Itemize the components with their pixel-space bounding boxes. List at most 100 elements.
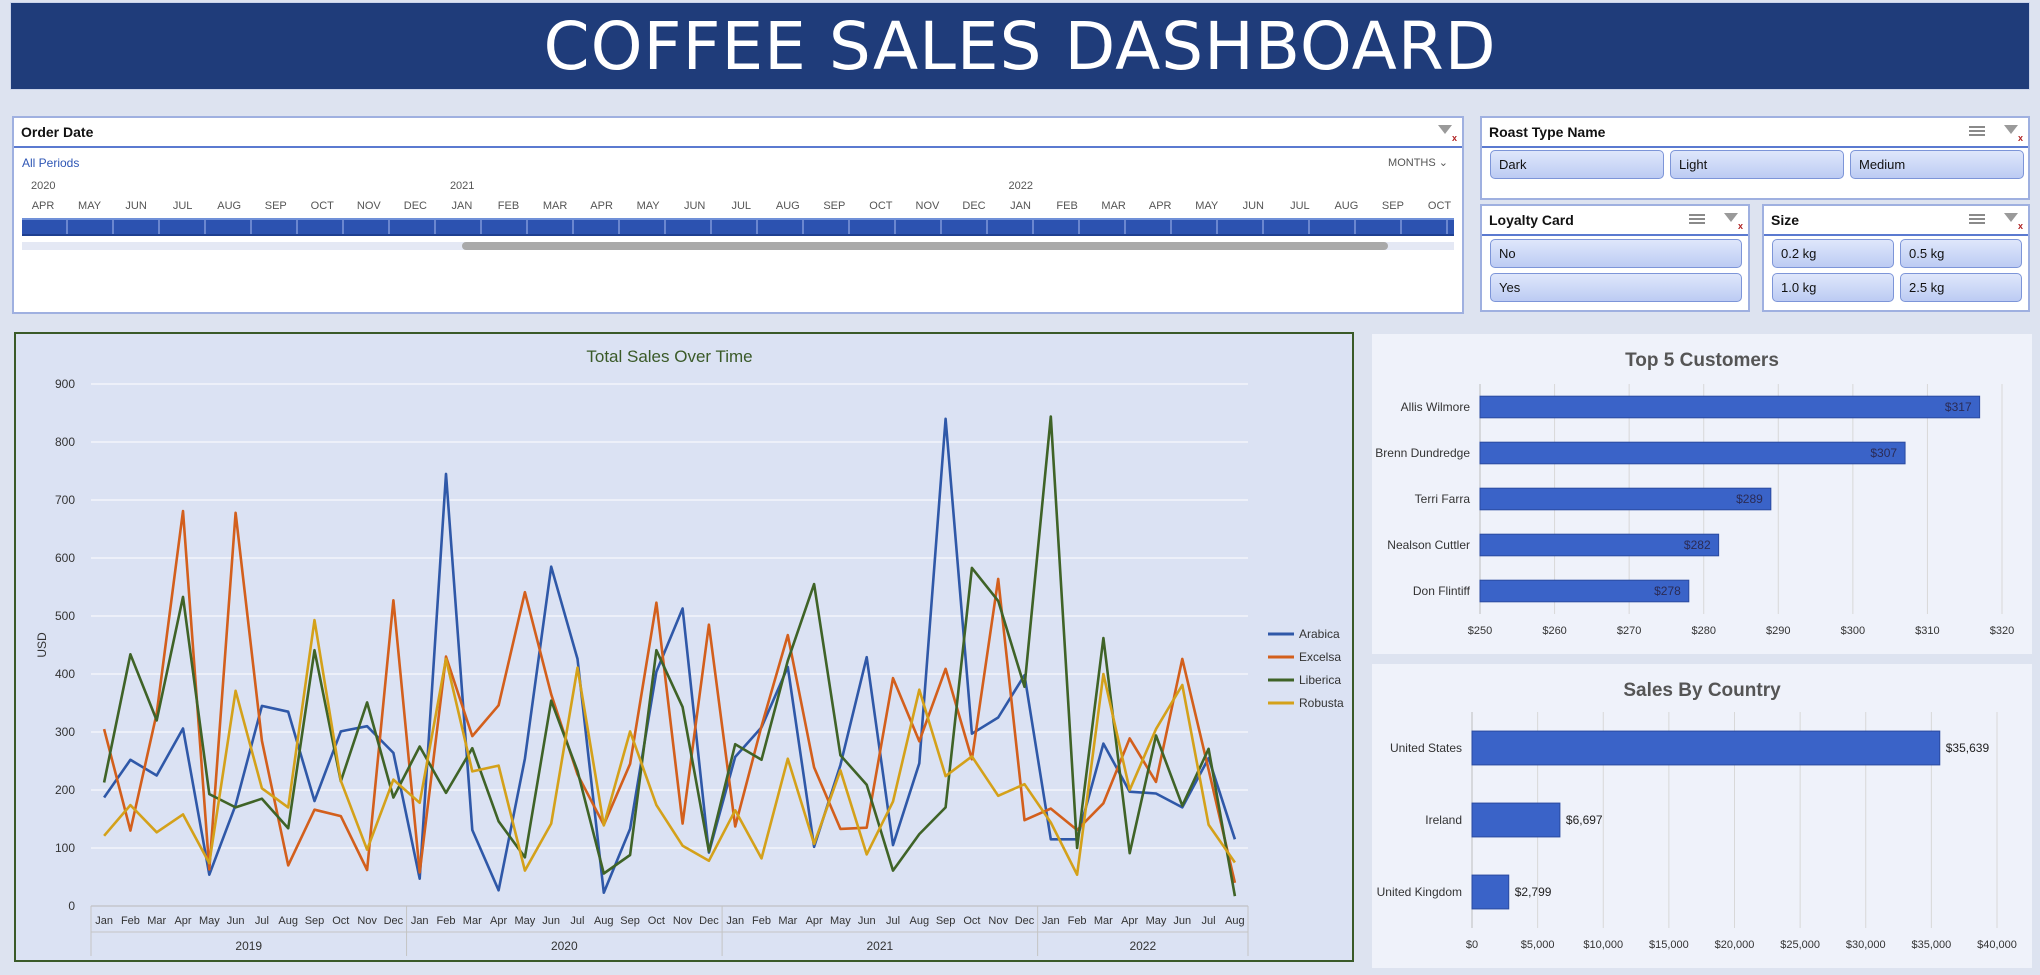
x-month-label: Sep xyxy=(305,915,325,927)
x-month-label: Aug xyxy=(910,915,930,927)
x-month-label: Dec xyxy=(1015,915,1035,927)
timeline-month-label[interactable]: JUL xyxy=(731,200,752,212)
x-month-label: Mar xyxy=(778,915,797,927)
x-month-label: Mar xyxy=(1094,915,1113,927)
timeline-month-label[interactable]: APR xyxy=(590,200,613,212)
timeline-month-label[interactable]: MAY xyxy=(1195,200,1219,212)
roast-slicer-header: Roast Type Name xyxy=(1482,118,2028,148)
multi-select-icon[interactable] xyxy=(1969,125,1987,139)
timeline-month-label[interactable]: JUL xyxy=(1290,200,1310,212)
timeline-month-label[interactable]: MAR xyxy=(542,200,568,212)
x-tick-label: $290 xyxy=(1766,625,1790,637)
timeline-year-label: 2021 xyxy=(449,180,475,192)
timeline-scroll-thumb[interactable] xyxy=(462,242,1388,250)
size-item-2-5kg[interactable]: 2.5 kg xyxy=(1900,273,2022,302)
x-tick-label: $250 xyxy=(1468,625,1492,637)
x-tick-label: $0 xyxy=(1466,939,1478,951)
timeline-month-label[interactable]: FEB xyxy=(1056,200,1078,212)
bar xyxy=(1479,487,1772,511)
y-tick-label: 700 xyxy=(55,493,75,507)
roast-item-dark[interactable]: Dark xyxy=(1490,150,1664,179)
size-item-0-5kg[interactable]: 0.5 kg xyxy=(1900,239,2022,268)
timeline-month-label[interactable]: SEP xyxy=(264,200,287,212)
x-month-label: Jan xyxy=(1042,915,1060,927)
loyalty-item-yes[interactable]: Yes xyxy=(1490,273,1742,302)
y-tick-label: 0 xyxy=(68,899,75,913)
timeline-month-label[interactable]: FEB xyxy=(497,200,520,212)
roast-item-medium[interactable]: Medium xyxy=(1850,150,2024,179)
data-label: $35,639 xyxy=(1946,741,1990,755)
roast-slicer-title: Roast Type Name xyxy=(1489,124,1606,140)
bar xyxy=(1471,730,1941,766)
timeline-month-label[interactable]: JAN xyxy=(451,200,473,212)
size-item-0-2kg[interactable]: 0.2 kg xyxy=(1772,239,1894,268)
timeline-month-label[interactable]: DEC xyxy=(962,200,986,212)
timeline-month-label[interactable]: APR xyxy=(31,200,55,212)
timeline-month-label[interactable]: NOV xyxy=(915,200,940,212)
category-label: Allis Wilmore xyxy=(1401,400,1471,414)
bar xyxy=(1479,579,1690,603)
timeline-month-label[interactable]: JAN xyxy=(1010,200,1031,212)
legend-label: Liberica xyxy=(1299,673,1341,687)
timeline-month-label[interactable]: OCT xyxy=(869,200,893,212)
x-month-label: Nov xyxy=(357,915,377,927)
timeline-month-label[interactable]: AUG xyxy=(775,200,800,212)
category-label: United Kingdom xyxy=(1377,885,1462,899)
multi-select-icon[interactable] xyxy=(1969,213,1987,227)
x-month-label: May xyxy=(514,915,535,927)
timeline-month-label[interactable]: AUG xyxy=(217,200,242,212)
timeline-month-label[interactable]: MAY xyxy=(636,200,660,212)
timeline-month-label[interactable]: MAR xyxy=(1101,200,1126,212)
timeline-month-label[interactable]: DEC xyxy=(403,200,428,212)
x-month-label: Apr xyxy=(806,915,823,927)
x-month-label: Sep xyxy=(620,915,640,927)
timeline-month-label[interactable]: JUL xyxy=(172,200,193,212)
roast-item-light[interactable]: Light xyxy=(1670,150,1844,179)
timeline-month-label[interactable]: APR xyxy=(1148,200,1172,212)
data-label: $317 xyxy=(1945,400,1972,414)
clear-filter-icon[interactable] xyxy=(2003,213,2023,231)
x-month-label: Jul xyxy=(1202,915,1216,927)
multi-select-icon[interactable] xyxy=(1689,213,1707,227)
x-tick-label: $10,000 xyxy=(1583,939,1623,951)
loyalty-item-no[interactable]: No xyxy=(1490,239,1742,268)
timeline-title: Order Date xyxy=(21,124,94,140)
timeline-selection-bar[interactable] xyxy=(22,218,1454,236)
clear-filter-icon[interactable] xyxy=(1723,213,1743,231)
x-month-label: May xyxy=(830,915,851,927)
x-month-label: Jun xyxy=(858,915,876,927)
x-tick-label: $270 xyxy=(1617,625,1641,637)
time-level-label: MONTHS xyxy=(1388,157,1436,169)
clear-filter-icon[interactable] xyxy=(2003,125,2023,143)
timeline-month-label[interactable]: AUG xyxy=(1334,200,1359,212)
clear-filter-icon[interactable] xyxy=(1437,125,1457,143)
timeline-month-label[interactable]: OCT xyxy=(1427,200,1452,212)
x-month-label: Jan xyxy=(726,915,744,927)
x-month-label: Nov xyxy=(988,915,1008,927)
timeline-month-label[interactable]: MAY xyxy=(78,200,102,212)
category-label: United States xyxy=(1390,741,1462,755)
order-date-timeline[interactable]: Order Date All Periods MONTHS ⌄ APR MAY JU… xyxy=(12,116,1464,314)
x-month-label: Oct xyxy=(648,915,665,927)
timeline-month-label[interactable]: JUN xyxy=(683,200,706,212)
country-title: Sales By Country xyxy=(1623,680,1781,701)
x-month-label: Jan xyxy=(95,915,113,927)
timeline-month-label[interactable]: SEP xyxy=(823,200,846,212)
loyalty-card-slicer: Loyalty Card No Yes xyxy=(1480,204,1750,312)
timeline-month-label[interactable]: SEP xyxy=(1381,200,1404,212)
timeline-month-label[interactable]: OCT xyxy=(310,200,334,212)
timeline-year-label: 2022 xyxy=(1008,180,1034,192)
time-level-dropdown[interactable]: MONTHS ⌄ xyxy=(1388,156,1448,169)
x-month-label: Oct xyxy=(332,915,349,927)
x-month-label: Feb xyxy=(1068,915,1087,927)
timeline-month-label[interactable]: NOV xyxy=(356,200,381,212)
timeline-month-label[interactable]: JUN xyxy=(125,200,147,212)
size-slicer-header: Size xyxy=(1764,206,2028,236)
dashboard-title: COFFEE SALES DASHBOARD xyxy=(10,2,2030,90)
top-customers-svg: Top 5 Customers $250 $260 $270 $280 $290 $300 $… xyxy=(1375,350,2014,637)
size-item-1-0kg[interactable]: 1.0 kg xyxy=(1772,273,1894,302)
x-tick-label: $15,000 xyxy=(1649,939,1689,951)
y-tick-label: 400 xyxy=(55,667,75,681)
timeline-month-label[interactable]: JUN xyxy=(1242,200,1264,212)
data-label: $282 xyxy=(1684,538,1711,552)
